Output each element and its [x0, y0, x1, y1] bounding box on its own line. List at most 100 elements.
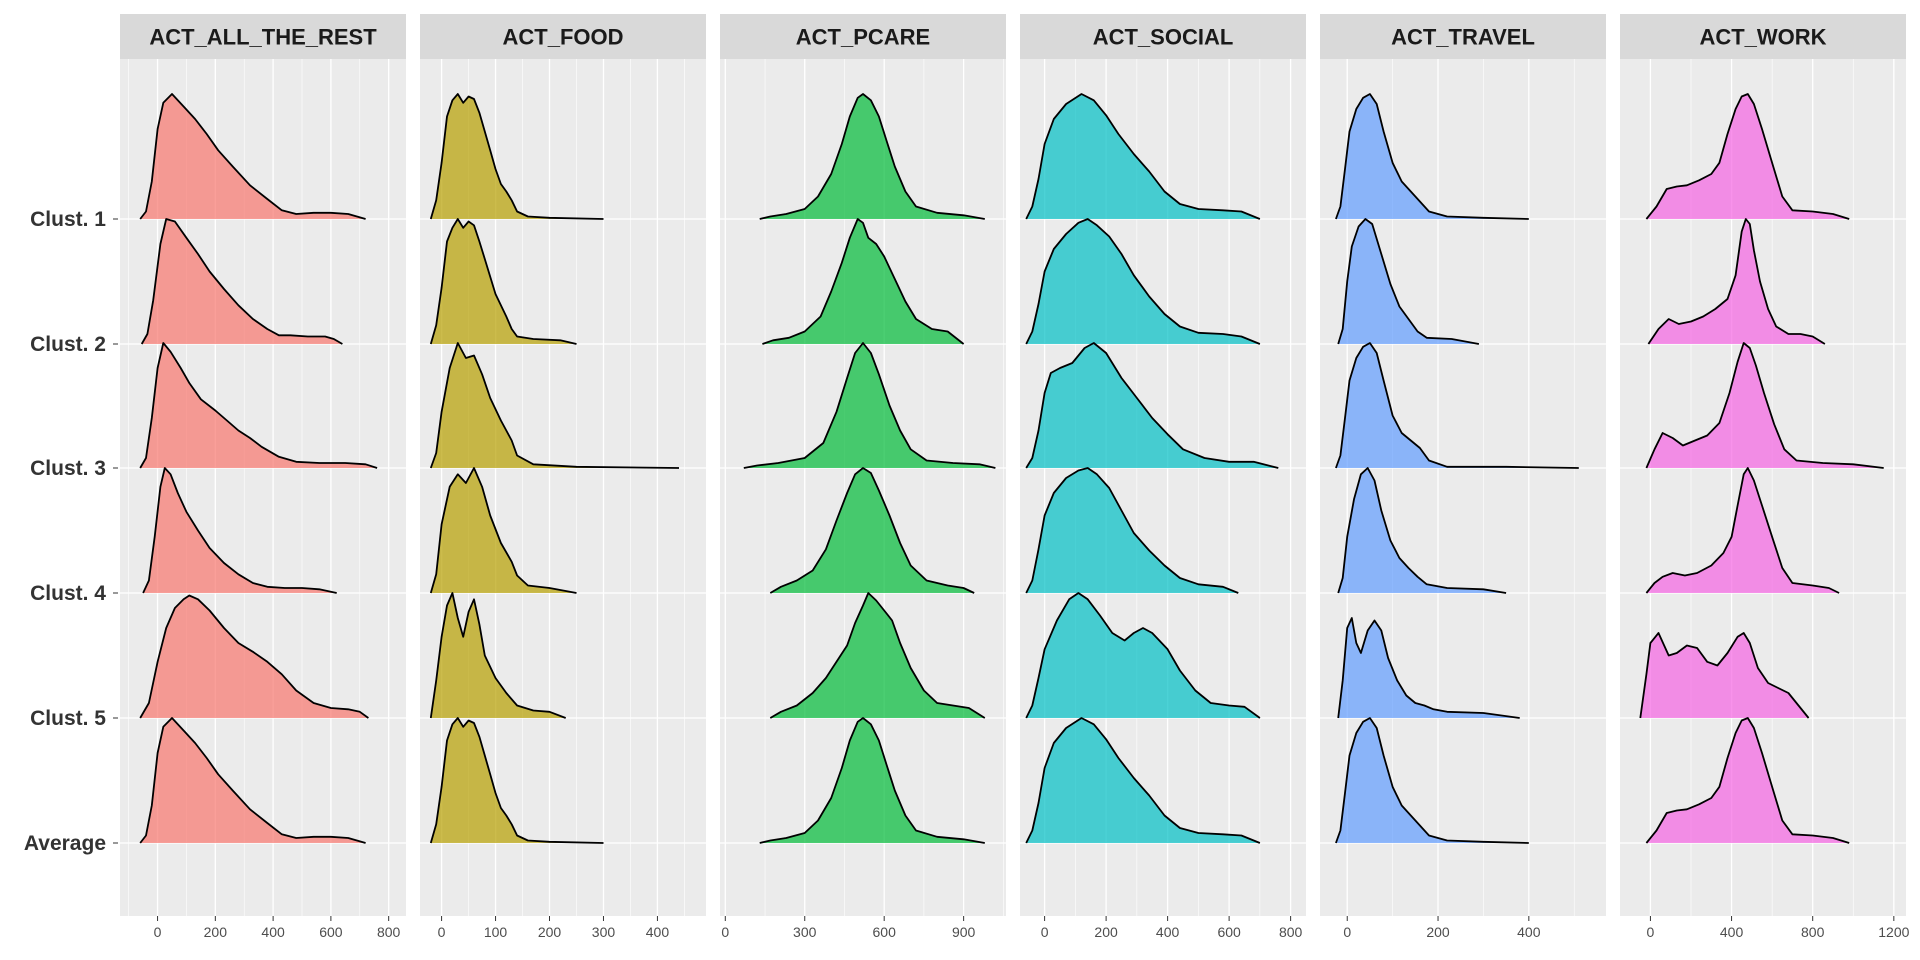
ridge-density-area	[430, 718, 604, 843]
x-tick-label: 400	[1517, 924, 1541, 940]
ridge-density-outline	[769, 592, 986, 719]
ridge-density-area	[140, 595, 369, 718]
ridge-density-outline	[1645, 717, 1850, 844]
facet-strip-label: ACT_TRAVEL	[1391, 25, 1535, 50]
facet-strip	[420, 14, 706, 59]
ridge-density-area	[759, 94, 985, 219]
x-tick-label: 100	[484, 924, 508, 940]
facet-strip	[120, 14, 406, 59]
ridge-density-area	[759, 718, 985, 843]
x-tick-label: 300	[592, 924, 616, 940]
ridge-density-area	[1026, 718, 1260, 843]
facet-strip	[1620, 14, 1906, 59]
ridge-density-area	[1646, 94, 1850, 219]
ridge-density-outline	[1335, 717, 1529, 844]
x-tick-label: 600	[319, 924, 343, 940]
x-tick-label: 0	[721, 924, 729, 940]
ridge-density-area	[770, 468, 975, 593]
x-tick-label: 900	[952, 924, 976, 940]
ridge-density-area	[1026, 593, 1260, 718]
y-group-label: Average	[24, 832, 106, 855]
ridge-density-area	[430, 94, 604, 219]
x-tick-label: 400	[1720, 924, 1744, 940]
x-tick-label: 600	[1217, 924, 1241, 940]
ridge-density-area	[762, 219, 964, 344]
facet-panel: ACT_SOCIAL 0 200 400 600 800	[1020, 14, 1306, 940]
x-tick-label: 1200	[1878, 924, 1909, 940]
ridge-density-area	[430, 593, 566, 718]
x-tick-label: 0	[438, 924, 446, 940]
ridge-density-outline	[759, 717, 985, 844]
facet-panel: ACT_FOOD 0 100 200 300 400	[420, 14, 706, 940]
ridge-density-area	[140, 343, 378, 468]
ridge-density-area	[1026, 343, 1279, 468]
ridge-density-outline	[1025, 93, 1261, 220]
ridge-density-outline	[1025, 218, 1261, 345]
x-tick-label: 0	[154, 924, 162, 940]
ridge-density-outline	[429, 342, 680, 469]
x-tick-label: 800	[377, 924, 401, 940]
x-tick-label: 400	[1156, 924, 1180, 940]
ridge-density-area	[1335, 94, 1529, 219]
ridge-density-outline	[139, 717, 366, 844]
y-group-label: Clust. 2	[30, 333, 106, 356]
y-group-label: Clust. 5	[30, 707, 106, 730]
ridge-density-outline	[1335, 342, 1579, 469]
ridge-density-outline	[142, 467, 337, 594]
ridge-density-outline	[1025, 467, 1239, 594]
y-axis-labels: Clust. 1 Clust. 2 Clust. 3 Clust. 4 Clust. 5…	[24, 208, 118, 855]
ridge-density-outline	[429, 717, 604, 844]
x-tick-label: 800	[1279, 924, 1303, 940]
ridge-density-area	[1646, 718, 1850, 843]
facet-strip-label: ACT_SOCIAL	[1093, 25, 1234, 50]
x-tick-label: 0	[1041, 924, 1049, 940]
x-tick-label: 0	[1647, 924, 1655, 940]
ridge-density-area	[770, 593, 985, 718]
ridge-density-outline	[1025, 342, 1279, 469]
ridge-density-outline	[1337, 218, 1480, 345]
y-group-label: Clust. 3	[30, 457, 106, 480]
ridge-density-area	[743, 343, 996, 468]
ridge-density-area	[1335, 343, 1579, 468]
facet-panels: ACT_ALL_THE_REST 0 200 400 600 800 ACT_FOOD 0 10…	[120, 14, 1910, 940]
y-group-label: Clust. 4	[30, 582, 106, 605]
ridge-density-outline	[140, 218, 343, 345]
facet-panel: ACT_PCARE 0 300 600 900	[720, 14, 1006, 940]
ridge-density-area	[1026, 94, 1260, 219]
x-tick-label: 200	[538, 924, 562, 940]
ridge-density-outline	[1335, 93, 1529, 220]
ridge-density-area	[140, 718, 366, 843]
facet-strip	[720, 14, 1006, 59]
facet-strip-label: ACT_WORK	[1699, 25, 1826, 50]
ridge-density-outline	[1645, 93, 1850, 220]
ridge-density-outline	[139, 93, 366, 220]
ridge-density-area	[430, 219, 577, 344]
ridge-density-outline	[429, 93, 604, 220]
x-tick-label: 400	[261, 924, 285, 940]
ridge-density-outline	[1025, 592, 1261, 719]
ridge-density-outline	[1639, 632, 1810, 719]
ridge-density-outline	[1337, 467, 1507, 594]
facet-panel: ACT_TRAVEL 0 200 400	[1320, 14, 1606, 940]
ridge-density-area	[1338, 468, 1507, 593]
x-tick-label: 300	[793, 924, 817, 940]
ridge-density-outline	[1647, 218, 1826, 345]
x-tick-label: 0	[1343, 924, 1351, 940]
facet-strip-label: ACT_ALL_THE_REST	[149, 25, 377, 50]
ridge-density-area	[141, 219, 343, 344]
ridge-density-area	[430, 468, 577, 593]
facet-strip-label: ACT_FOOD	[503, 25, 624, 50]
ridge-density-outline	[762, 218, 965, 345]
facet-strip	[1020, 14, 1306, 59]
ridge-density-area	[1338, 219, 1479, 344]
ridge-density-outline	[759, 93, 985, 220]
ridge-density-area	[1648, 219, 1825, 344]
ridge-density-area	[143, 468, 337, 593]
facet-panel: ACT_ALL_THE_REST 0 200 400 600 800	[120, 14, 406, 940]
ridge-density-outline	[429, 592, 567, 719]
ridge-density-area	[1646, 468, 1840, 593]
facet-strip-label: ACT_PCARE	[796, 25, 930, 50]
x-tick-label: 200	[1426, 924, 1450, 940]
ridge-density-area	[1335, 718, 1529, 843]
